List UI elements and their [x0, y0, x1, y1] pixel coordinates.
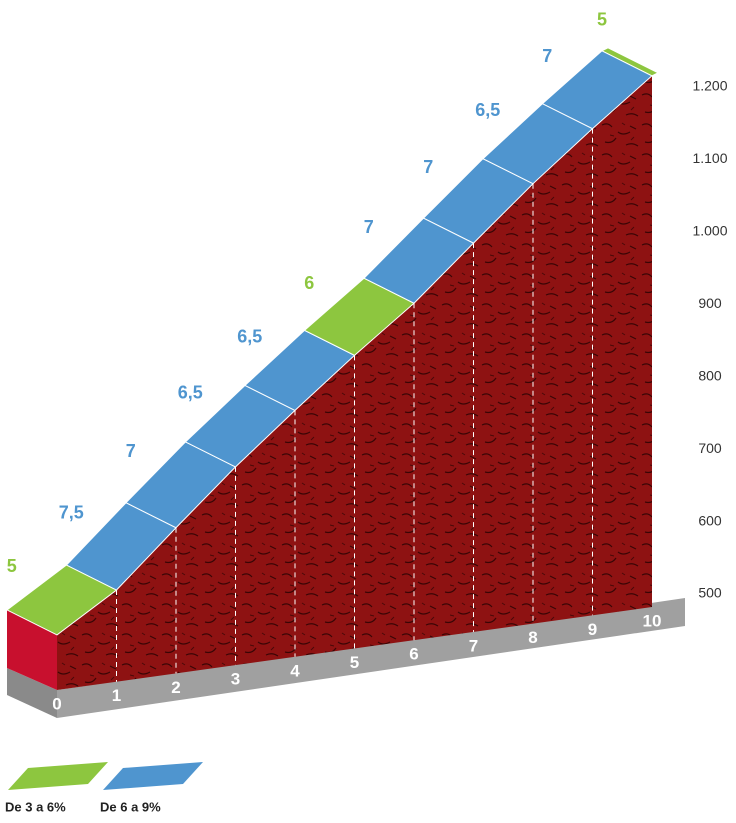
ground-side: [7, 668, 57, 718]
gradient-label: 6,5: [237, 327, 262, 347]
x-tick-label: 8: [528, 628, 537, 647]
gradient-label: 7: [423, 157, 433, 177]
x-tick-label: 2: [171, 678, 180, 697]
x-tick-label: 5: [350, 653, 359, 672]
gradient-label: 6,5: [178, 382, 203, 402]
y-tick-label: 1.200: [692, 78, 727, 94]
x-tick-label: 3: [231, 670, 240, 689]
y-tick-label: 600: [698, 512, 722, 528]
side-face: [7, 609, 57, 690]
x-tick-label: 9: [588, 620, 597, 639]
legend-swatch: [103, 762, 203, 790]
x-tick-label: 6: [409, 645, 418, 664]
x-tick-label: 4: [290, 661, 300, 680]
y-tick-label: 700: [698, 440, 722, 456]
gradient-label: 5: [597, 10, 607, 30]
x-tick-label: 0: [52, 694, 61, 713]
gradient-segment: [600, 47, 660, 77]
y-tick-label: 1.000: [692, 223, 727, 239]
x-tick-label: 1: [112, 686, 121, 705]
x-tick-label: 10: [643, 611, 662, 630]
gradient-label: 6: [304, 273, 314, 293]
gradient-label: 7: [542, 46, 552, 66]
y-tick-label: 500: [698, 585, 722, 601]
y-tick-label: 800: [698, 367, 722, 383]
ground-base: [7, 598, 685, 718]
y-tick-label: 900: [698, 295, 722, 311]
gradient-label: 7: [126, 441, 136, 461]
y-tick-label: 1.100: [692, 150, 727, 166]
legend-label: De 6 a 9%: [100, 799, 161, 814]
ground-front: [57, 598, 685, 718]
legend-label: De 3 a 6%: [5, 799, 66, 814]
x-tick-label: 7: [469, 636, 478, 655]
gradient-label: 6,5: [475, 100, 500, 120]
gradient-label: 5: [7, 556, 17, 576]
gradient-label: 7: [364, 217, 374, 237]
legend-swatch: [8, 762, 108, 790]
gradient-label: 7,5: [59, 503, 84, 523]
